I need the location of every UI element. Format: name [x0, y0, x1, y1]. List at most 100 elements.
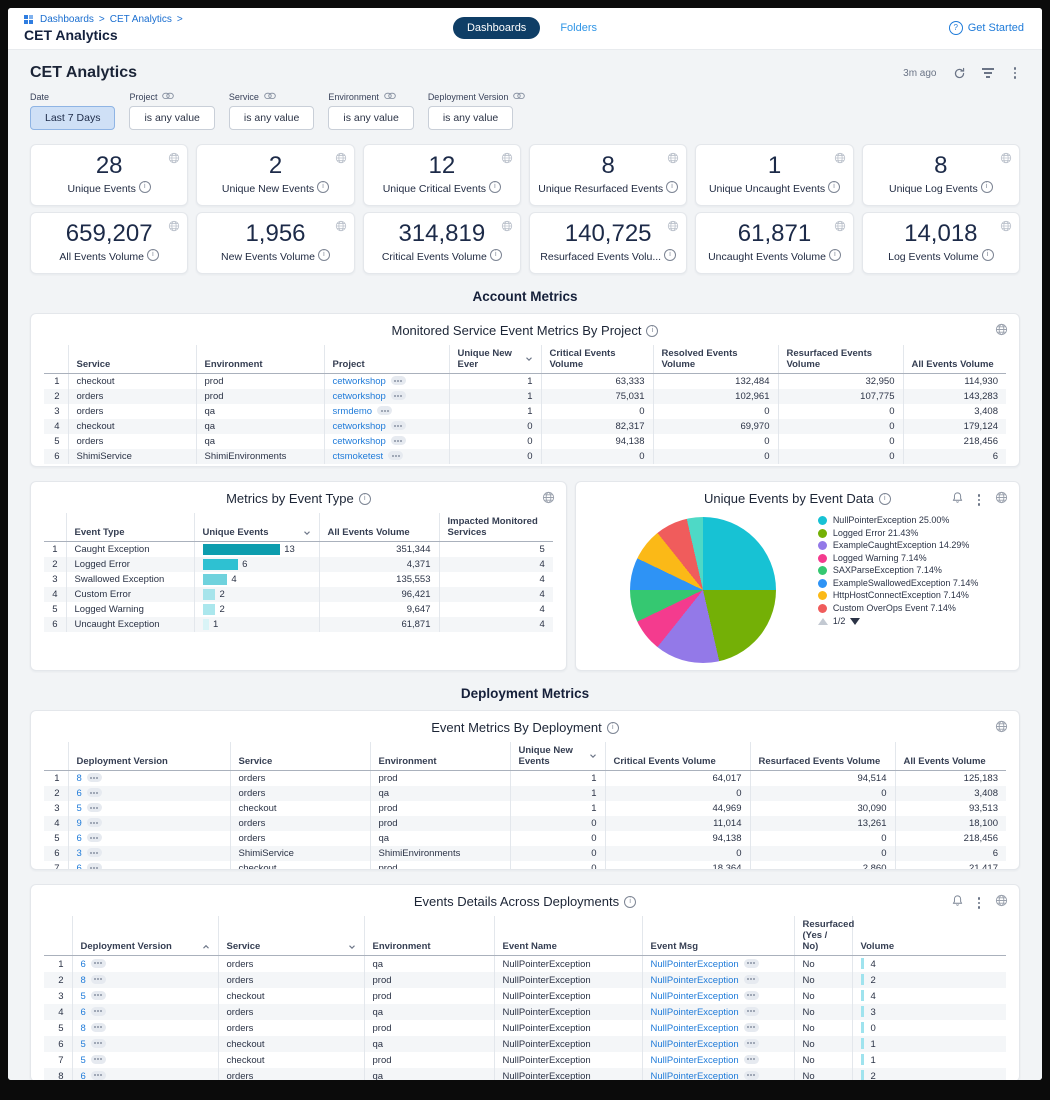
table-row[interactable]: 3 5 checkout prod 1 44,969 30,090 93,513: [44, 801, 1006, 816]
more-icon[interactable]: [91, 1023, 106, 1032]
deployment-version-link[interactable]: 5: [81, 1055, 86, 1066]
more-icon[interactable]: [391, 376, 406, 385]
info-icon[interactable]: [829, 249, 841, 261]
globe-icon[interactable]: [542, 491, 555, 509]
event-msg-link[interactable]: NullPointerException: [651, 1055, 739, 1066]
more-icon[interactable]: [388, 451, 403, 460]
dashboards-grid-icon[interactable]: [24, 15, 33, 24]
legend-prev-icon[interactable]: [818, 618, 828, 625]
table-row[interactable]: 1 6 orders qa NullPointerException NullP…: [44, 956, 1006, 973]
table-row[interactable]: 3 5 checkout prod NullPointerException N…: [44, 988, 1006, 1004]
info-icon[interactable]: [317, 181, 329, 193]
event-msg-link[interactable]: NullPointerException: [651, 1039, 739, 1050]
column-header[interactable]: Unique New Events: [510, 742, 605, 771]
legend-item[interactable]: Logged Warning 7.14%: [818, 553, 1005, 565]
column-header[interactable]: Deployment Version: [68, 742, 230, 771]
column-header[interactable]: Event Name: [494, 916, 642, 956]
info-icon[interactable]: [666, 181, 678, 193]
table-row[interactable]: 4 9 orders prod 0 11,014 13,261 18,100: [44, 816, 1006, 831]
kpi-card[interactable]: 1 Unique Uncaught Events: [695, 144, 853, 206]
more-icon[interactable]: [391, 391, 406, 400]
column-header[interactable]: Volume: [852, 916, 1006, 956]
get-started-link[interactable]: Get Started: [949, 21, 1024, 35]
table-row[interactable]: 5 orders qa cetworkshop 0 94,138 0 0 218…: [44, 434, 1006, 449]
more-icon[interactable]: [91, 991, 106, 1000]
kpi-card[interactable]: 659,207 All Events Volume: [30, 212, 188, 274]
more-icon[interactable]: [87, 788, 102, 797]
more-icon[interactable]: [87, 863, 102, 870]
refresh-icon[interactable]: [953, 67, 966, 80]
table-row[interactable]: 5 8 orders prod NullPointerException Nul…: [44, 1020, 1006, 1036]
column-header[interactable]: Event Msg: [642, 916, 794, 956]
column-header[interactable]: All Events Volume: [903, 345, 1006, 374]
legend-item[interactable]: SAXParseException 7.14%: [818, 565, 1005, 577]
table-row[interactable]: 8 6 orders qa NullPointerException NullP…: [44, 1068, 1006, 1080]
deployment-version-link[interactable]: 5: [81, 1039, 86, 1050]
table-row[interactable]: 3 Swallowed Exception 4 135,553 4: [44, 572, 553, 587]
info-icon[interactable]: [147, 249, 159, 261]
kpi-card[interactable]: 8 Unique Resurfaced Events: [529, 144, 687, 206]
kpi-card[interactable]: 61,871 Uncaught Events Volume: [695, 212, 853, 274]
deployment-version-link[interactable]: 8: [81, 975, 86, 986]
column-header[interactable]: Critical Events Volume: [605, 742, 750, 771]
table-row[interactable]: 4 checkout qa cetworkshop 0 82,317 69,97…: [44, 419, 1006, 434]
column-header[interactable]: Impacted Monitored Services: [439, 513, 553, 542]
dashboard-menu-icon[interactable]: [1010, 66, 1021, 80]
legend-item[interactable]: Logged Error 21.43%: [818, 528, 1005, 540]
more-icon[interactable]: [377, 406, 392, 415]
event-msg-link[interactable]: NullPointerException: [651, 959, 739, 970]
more-icon[interactable]: [391, 436, 406, 445]
table-row[interactable]: 7 5 checkout prod NullPointerException N…: [44, 1052, 1006, 1068]
table-row[interactable]: 2 orders prod cetworkshop 1 75,031 102,9…: [44, 389, 1006, 404]
info-icon[interactable]: [664, 249, 676, 261]
more-icon[interactable]: [744, 959, 759, 968]
kpi-card[interactable]: 12 Unique Critical Events: [363, 144, 521, 206]
deployment-version-link[interactable]: 8: [81, 1023, 86, 1034]
more-icon[interactable]: [744, 1039, 759, 1048]
breadcrumb-current[interactable]: CET Analytics: [110, 14, 172, 25]
more-icon[interactable]: [744, 975, 759, 984]
table-row[interactable]: 6 Uncaught Exception 1 61,871 4: [44, 617, 553, 632]
column-header[interactable]: Environment: [196, 345, 324, 374]
table-row[interactable]: 3 orders qa srmdemo 1 0 0 0 3,408: [44, 404, 1006, 419]
globe-icon[interactable]: [995, 491, 1008, 509]
project-link[interactable]: cetworkshop: [333, 376, 386, 387]
more-icon[interactable]: [744, 991, 759, 1000]
filter-value-button[interactable]: is any value: [229, 106, 314, 130]
deployment-version-link[interactable]: 8: [77, 773, 82, 784]
more-icon[interactable]: [91, 1007, 106, 1016]
info-icon[interactable]: [879, 493, 891, 505]
legend-next-icon[interactable]: [850, 618, 860, 625]
pie-chart[interactable]: [630, 517, 776, 663]
event-msg-link[interactable]: NullPointerException: [651, 991, 739, 1002]
more-icon[interactable]: [391, 421, 406, 430]
more-icon[interactable]: [91, 975, 106, 984]
event-msg-link[interactable]: NullPointerException: [651, 975, 739, 986]
kpi-card[interactable]: 14,018 Log Events Volume: [862, 212, 1020, 274]
bell-icon[interactable]: [952, 894, 963, 912]
table-row[interactable]: 2 6 orders qa 1 0 0 3,408: [44, 786, 1006, 801]
legend-item[interactable]: ExampleSwallowedException 7.14%: [818, 578, 1005, 590]
legend-item[interactable]: Custom OverOps Event 7.14%: [818, 603, 1005, 615]
table-row[interactable]: 4 6 orders qa NullPointerException NullP…: [44, 1004, 1006, 1020]
deployment-version-link[interactable]: 6: [81, 1007, 86, 1018]
event-msg-link[interactable]: NullPointerException: [651, 1071, 739, 1081]
dashboard-filters-icon[interactable]: [982, 68, 994, 78]
more-icon[interactable]: [91, 959, 106, 968]
deployment-version-link[interactable]: 6: [77, 863, 82, 870]
info-icon[interactable]: [139, 181, 151, 193]
column-header[interactable]: Resurfaced Events Volume: [778, 345, 903, 374]
kpi-card[interactable]: 140,725 Resurfaced Events Volu...: [529, 212, 687, 274]
column-header[interactable]: Critical Events Volume: [541, 345, 653, 374]
info-icon[interactable]: [490, 249, 502, 261]
project-link[interactable]: cetworkshop: [333, 436, 386, 447]
column-header[interactable]: Deployment Version: [72, 916, 218, 956]
filter-value-button[interactable]: is any value: [328, 106, 413, 130]
project-link[interactable]: cetworkshop: [333, 421, 386, 432]
legend-item[interactable]: HttpHostConnectException 7.14%: [818, 590, 1005, 602]
table-row[interactable]: 2 8 orders prod NullPointerException Nul…: [44, 972, 1006, 988]
info-icon[interactable]: [624, 896, 636, 908]
kpi-card[interactable]: 1,956 New Events Volume: [196, 212, 354, 274]
more-icon[interactable]: [744, 1071, 759, 1080]
column-header[interactable]: Resolved Events Volume: [653, 345, 778, 374]
